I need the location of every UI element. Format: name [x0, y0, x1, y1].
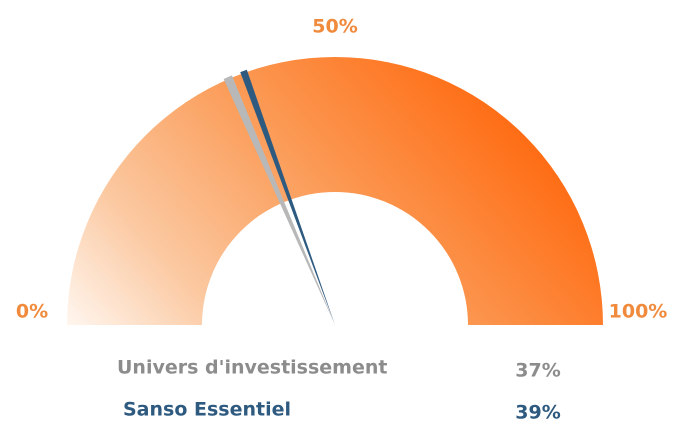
- value-label: 37%: [515, 360, 560, 382]
- value-label: 39%: [515, 402, 560, 422]
- gauge-arc: [67, 57, 603, 325]
- legend-label: Sanso Essentiel: [123, 399, 291, 421]
- needle: [240, 69, 335, 325]
- scale-label: 50%: [312, 16, 357, 38]
- scale-label: 0%: [16, 301, 48, 323]
- scale-label: 100%: [609, 301, 668, 323]
- needle: [223, 75, 335, 325]
- legend-label: Univers d'investissement: [117, 357, 387, 379]
